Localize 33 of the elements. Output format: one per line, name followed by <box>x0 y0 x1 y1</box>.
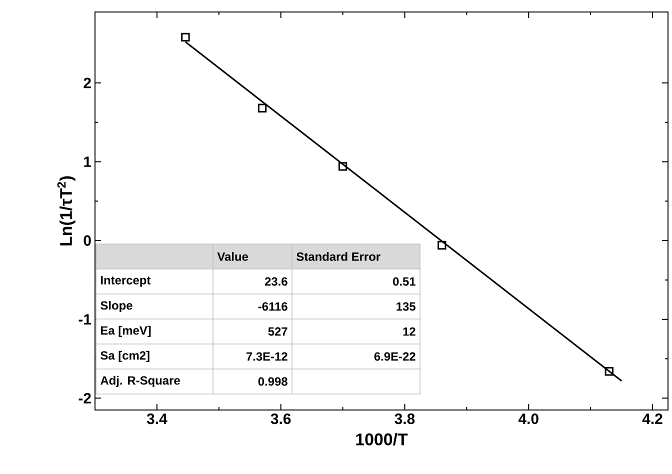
y-tick-label: -1 <box>78 314 92 324</box>
y-axis-title: Ln(1/τT$^{2}$) <box>57 176 76 246</box>
x-tick-label: 4.2 <box>642 414 662 424</box>
annotation: Intercept <box>101 276 151 287</box>
annotation: 0.998 <box>258 377 288 386</box>
annotation: Ea [meV] <box>101 326 151 338</box>
annotation: Value <box>217 252 248 261</box>
annotation: 135 <box>396 302 416 311</box>
x-tick-label: 3.6 <box>270 414 291 424</box>
y-tick-label: 2 <box>84 78 91 88</box>
annotation: 527 <box>268 327 288 336</box>
annotation: 12 <box>403 327 416 336</box>
x-tick-label: 3.8 <box>394 414 415 424</box>
annotation: Adj. R-Square <box>100 376 180 388</box>
annotation: 6.9E-22 <box>374 352 416 361</box>
annotation: Sa [cm2] <box>100 350 150 362</box>
annotation: 23.6 <box>264 277 288 286</box>
annotation: -6116 <box>258 302 288 311</box>
x-tick-label: 3.4 <box>146 414 168 424</box>
point <box>338 162 348 171</box>
x-tick-label: 4.0 <box>518 414 538 424</box>
annotation: 7.3E-12 <box>246 352 288 361</box>
point <box>604 367 614 376</box>
annotation: 0.51 <box>393 277 416 286</box>
point <box>181 32 190 42</box>
annotation: Standard Error <box>296 252 380 261</box>
point <box>258 104 267 112</box>
y-tick-label: 0 <box>84 235 91 246</box>
point <box>438 240 446 250</box>
annotation: Slope <box>100 300 132 312</box>
y-tick-label: 1 <box>84 156 92 167</box>
y-tick-label: -2 <box>78 392 91 404</box>
x-axis-title: 1000/T <box>356 432 408 446</box>
